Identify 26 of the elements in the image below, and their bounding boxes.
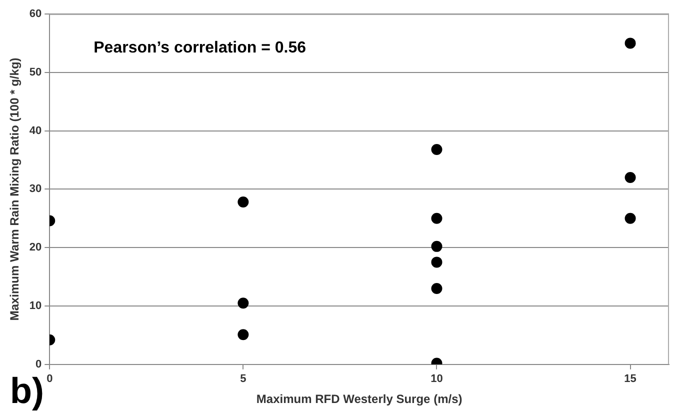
point [431, 282, 442, 294]
point [238, 298, 249, 309]
point [238, 196, 249, 208]
point [431, 144, 442, 155]
x-axis-title: Maximum RFD Westerly Surge (m/s) [256, 392, 462, 406]
y-tick-label: 20 [29, 242, 42, 254]
y-tick-label: 40 [29, 124, 42, 137]
x-tick-label: 15 [624, 373, 636, 386]
point [624, 212, 636, 224]
annotation: Pearson’s correlation = 0.56 [94, 39, 306, 56]
text: b) [10, 370, 44, 411]
x-tick-label: 0 [46, 373, 53, 386]
point [238, 329, 249, 340]
point [624, 172, 636, 184]
point [431, 240, 442, 252]
y-tick-label: 60 [29, 8, 42, 20]
point [431, 212, 442, 224]
x-tick-label: 5 [240, 373, 246, 386]
x-tick-label: 10 [430, 373, 443, 386]
y-tick-label: 50 [29, 66, 42, 78]
point [431, 256, 442, 268]
y-tick-label: 10 [29, 300, 42, 312]
y-tick-label: 30 [29, 183, 42, 196]
y-axis-title: Maximum Warm Rain Mixing Ratio (100 * g/kg) [8, 58, 22, 321]
y-tick-label: 0 [36, 358, 42, 370]
point [624, 38, 636, 49]
